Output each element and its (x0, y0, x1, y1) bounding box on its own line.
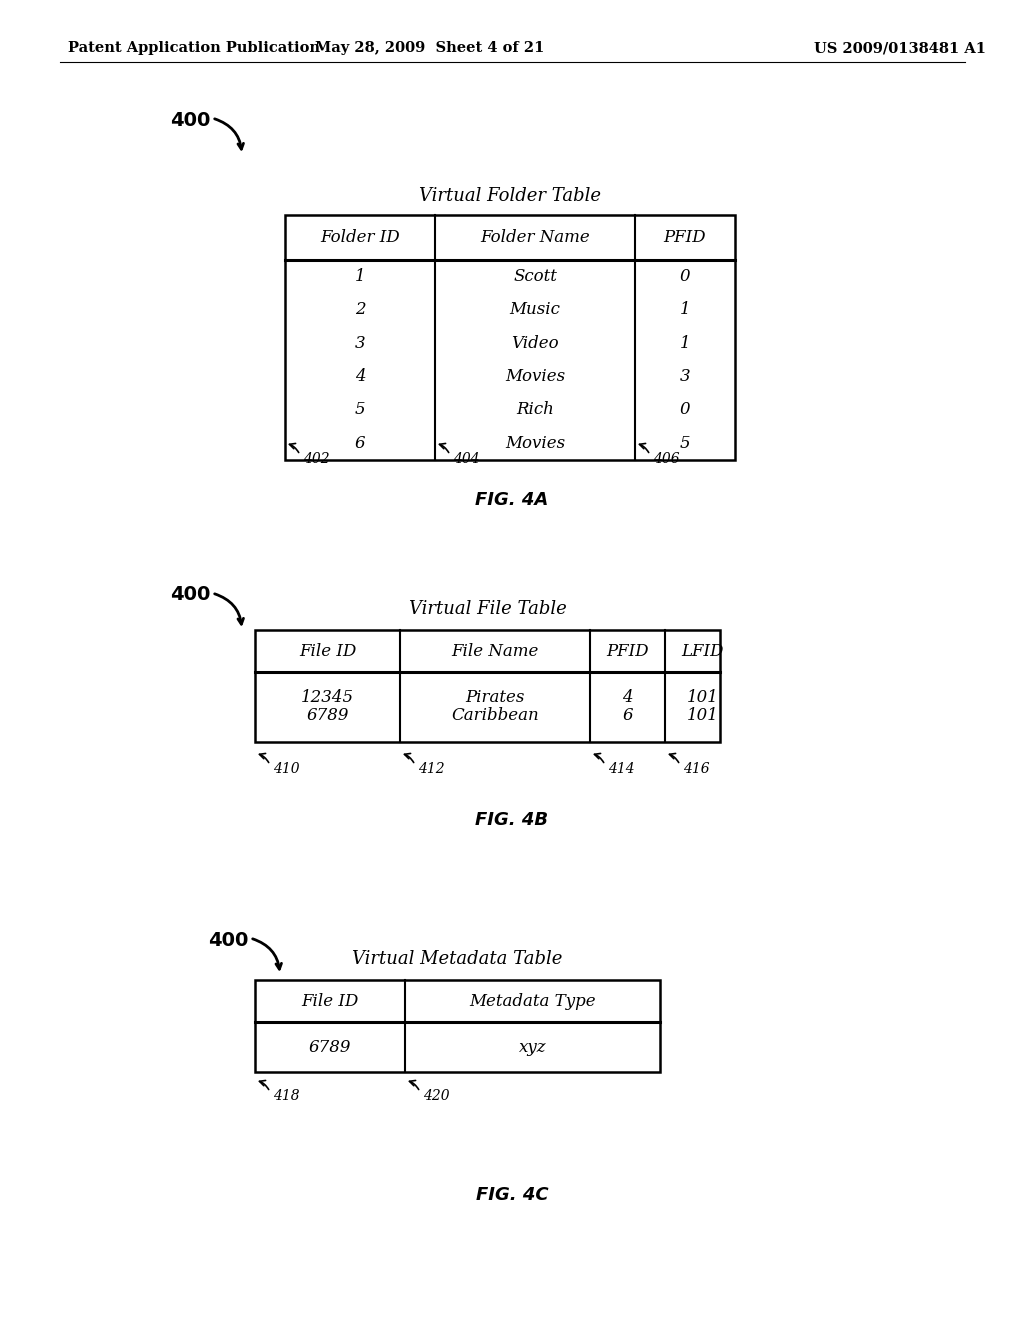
Text: FIG. 4B: FIG. 4B (475, 810, 549, 829)
Text: Movies: Movies (505, 368, 565, 385)
Bar (255, 979, 660, 1072)
Text: Music: Music (510, 301, 560, 318)
Text: 5: 5 (680, 434, 690, 451)
Text: 101: 101 (686, 708, 719, 725)
Text: 0: 0 (680, 401, 690, 418)
Text: 420: 420 (423, 1089, 450, 1104)
Bar (255, 630, 720, 742)
Text: 6: 6 (623, 708, 633, 725)
Text: 416: 416 (683, 762, 710, 776)
Text: Video: Video (511, 335, 559, 352)
Text: 412: 412 (418, 762, 444, 776)
Text: 1: 1 (680, 335, 690, 352)
Text: File ID: File ID (299, 643, 356, 660)
Text: Folder ID: Folder ID (321, 228, 400, 246)
Text: 400: 400 (170, 586, 210, 605)
Text: Caribbean: Caribbean (452, 708, 539, 725)
Text: 406: 406 (653, 451, 680, 466)
Text: 402: 402 (303, 451, 330, 466)
Text: 418: 418 (273, 1089, 300, 1104)
Text: 1: 1 (354, 268, 366, 285)
Text: Patent Application Publication: Patent Application Publication (68, 41, 319, 55)
Text: FIG. 4C: FIG. 4C (476, 1185, 548, 1204)
Text: Virtual File Table: Virtual File Table (409, 601, 566, 618)
Text: 6789: 6789 (306, 708, 349, 725)
Text: Rich: Rich (516, 401, 554, 418)
Text: 4: 4 (623, 689, 633, 706)
Text: PFID: PFID (664, 228, 707, 246)
Text: 5: 5 (354, 401, 366, 418)
Text: 101: 101 (686, 689, 719, 706)
Text: Folder Name: Folder Name (480, 228, 590, 246)
Text: 0: 0 (680, 268, 690, 285)
Text: Pirates: Pirates (465, 689, 524, 706)
Text: 4: 4 (354, 368, 366, 385)
Text: 3: 3 (354, 335, 366, 352)
Text: 2: 2 (354, 301, 366, 318)
Text: 3: 3 (680, 368, 690, 385)
Text: US 2009/0138481 A1: US 2009/0138481 A1 (814, 41, 986, 55)
Text: 1: 1 (680, 301, 690, 318)
Text: Metadata Type: Metadata Type (469, 993, 596, 1010)
Text: Virtual Metadata Table: Virtual Metadata Table (352, 950, 562, 968)
Text: 6: 6 (354, 434, 366, 451)
Text: PFID: PFID (606, 643, 649, 660)
Text: xyz: xyz (519, 1039, 546, 1056)
Text: 6789: 6789 (309, 1039, 351, 1056)
Text: File ID: File ID (301, 993, 358, 1010)
Text: May 28, 2009  Sheet 4 of 21: May 28, 2009 Sheet 4 of 21 (315, 41, 545, 55)
Text: 400: 400 (208, 931, 248, 949)
Text: 414: 414 (608, 762, 635, 776)
Text: 400: 400 (170, 111, 210, 129)
Text: 404: 404 (453, 451, 479, 466)
Text: 12345: 12345 (301, 689, 354, 706)
Text: LFID: LFID (681, 643, 724, 660)
Text: Scott: Scott (513, 268, 557, 285)
Text: Movies: Movies (505, 434, 565, 451)
Text: Virtual Folder Table: Virtual Folder Table (419, 187, 601, 205)
Bar (285, 215, 735, 459)
Text: FIG. 4A: FIG. 4A (475, 491, 549, 510)
Text: File Name: File Name (452, 643, 539, 660)
Text: 410: 410 (273, 762, 300, 776)
